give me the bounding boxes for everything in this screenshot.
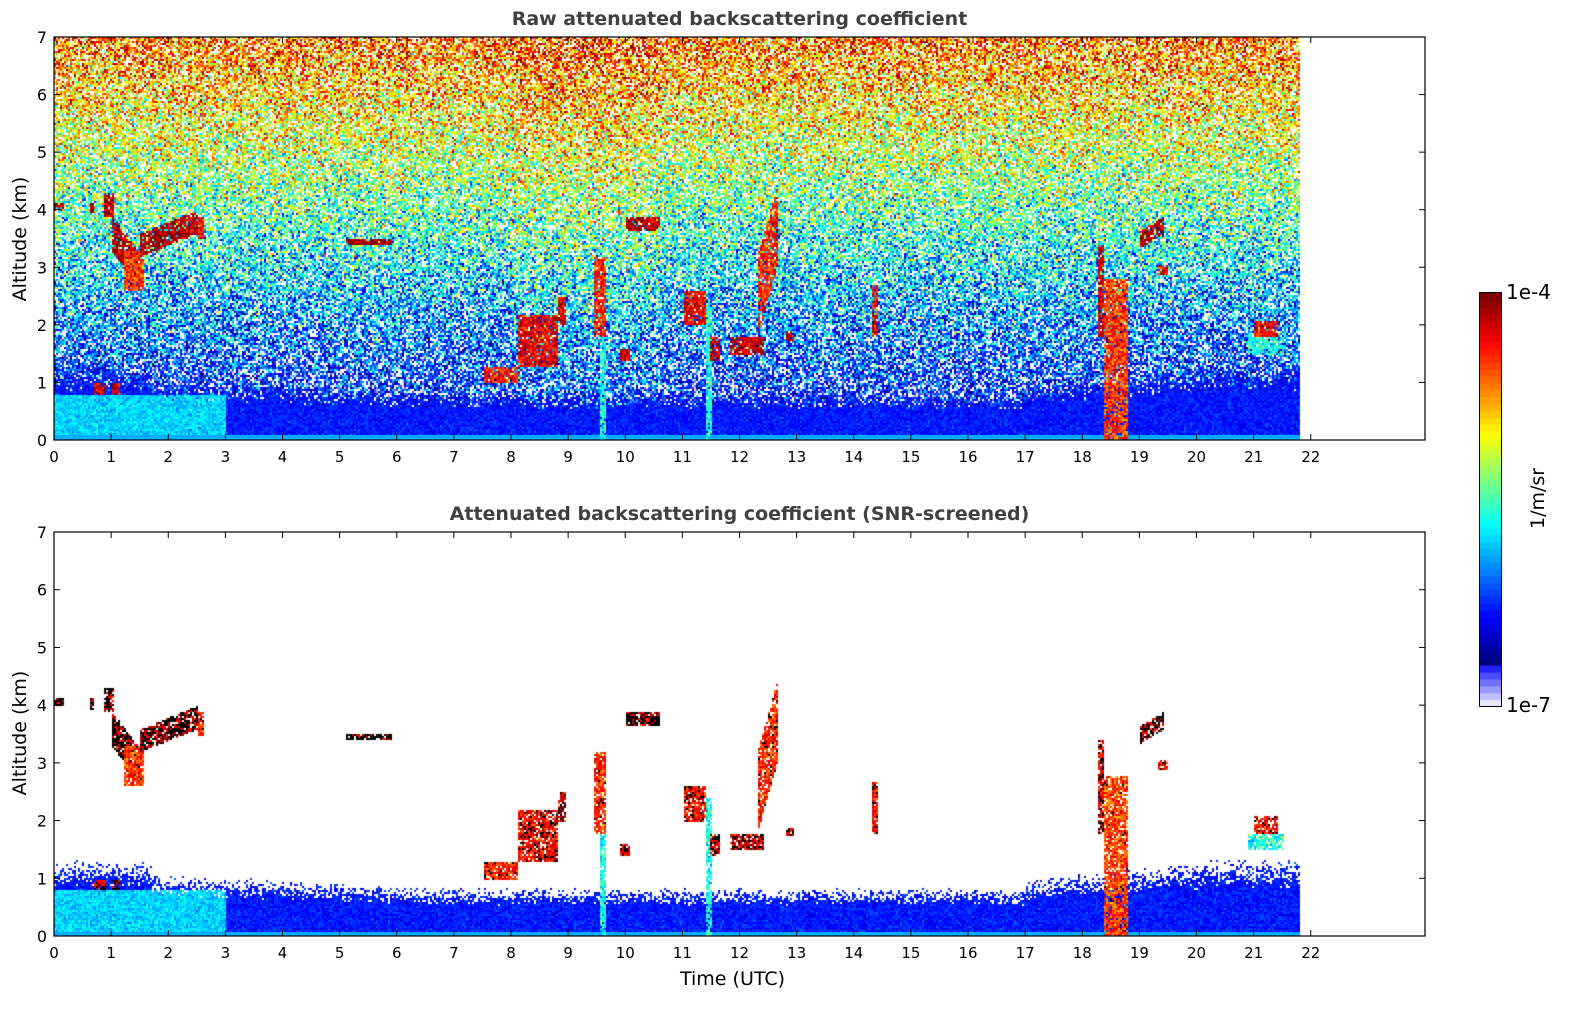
x-tick-label: 11 [673, 944, 692, 962]
x-tick-label: 12 [730, 448, 749, 466]
x-tick-label: 6 [392, 944, 402, 962]
x-tick-label: 15 [901, 944, 920, 962]
x-tick-label: 5 [335, 944, 345, 962]
y-tick-label: 1 [37, 373, 47, 392]
x-tick-label: 13 [787, 944, 806, 962]
x-tick-label: 8 [506, 944, 516, 962]
x-tick-label: 9 [563, 944, 573, 962]
x-tick-label: 18 [1073, 944, 1092, 962]
colorbar [1479, 292, 1502, 707]
x-tick-label: 5 [335, 448, 345, 466]
x-tick-label: 18 [1073, 448, 1092, 466]
x-tick-label: 19 [1130, 944, 1149, 962]
x-tick-label: 17 [1016, 448, 1035, 466]
x-tick-label: 19 [1130, 448, 1149, 466]
plot-frame [53, 531, 1426, 937]
x-tick-label: 22 [1301, 944, 1320, 962]
x-tick-label: 1 [106, 944, 116, 962]
y-tick-label: 5 [37, 143, 47, 162]
x-tick-label: 7 [449, 448, 459, 466]
top-panel-title: Raw attenuated backscattering coefficien… [511, 8, 968, 30]
y-tick-label: 4 [37, 201, 47, 220]
x-axis-label: Time (UTC) [680, 968, 786, 990]
x-tick-label: 12 [730, 944, 749, 962]
x-tick-label: 3 [221, 448, 231, 466]
x-tick-label: 10 [616, 944, 635, 962]
x-tick-label: 3 [221, 944, 231, 962]
screened-backscatter-heatmap [54, 532, 1425, 936]
y-tick-label: 2 [37, 316, 47, 335]
raw-backscatter-heatmap [54, 37, 1425, 440]
x-tick-label: 1 [106, 448, 116, 466]
x-tick-label: 20 [1187, 944, 1206, 962]
y-tick-label: 7 [37, 28, 47, 47]
x-tick-label: 17 [1016, 944, 1035, 962]
y-tick-label: 7 [37, 523, 47, 542]
x-tick-label: 2 [163, 944, 173, 962]
y-tick-label: 6 [37, 86, 47, 105]
x-tick-label: 16 [958, 944, 977, 962]
y-tick-label: 3 [37, 754, 47, 773]
x-tick-label: 21 [1244, 944, 1263, 962]
x-tick-label: 11 [673, 448, 692, 466]
x-tick-label: 4 [278, 448, 288, 466]
x-tick-label: 21 [1244, 448, 1263, 466]
colorbar-max-label: 1e-4 [1506, 280, 1551, 304]
y-tick-label: 4 [37, 696, 47, 715]
bottom-panel-title: Attenuated backscattering coefficient (S… [449, 503, 1030, 525]
x-tick-label: 15 [901, 448, 920, 466]
y-tick-label: 6 [37, 581, 47, 600]
x-tick-label: 0 [49, 944, 59, 962]
plot-frame [53, 36, 1426, 441]
x-tick-label: 6 [392, 448, 402, 466]
x-tick-label: 4 [278, 944, 288, 962]
x-tick-label: 0 [49, 448, 59, 466]
y-tick-label: 1 [37, 869, 47, 888]
x-tick-label: 22 [1301, 448, 1320, 466]
x-tick-label: 20 [1187, 448, 1206, 466]
x-tick-label: 7 [449, 944, 459, 962]
x-tick-label: 8 [506, 448, 516, 466]
y-tick-label: 3 [37, 258, 47, 277]
x-tick-label: 16 [958, 448, 977, 466]
x-tick-label: 13 [787, 448, 806, 466]
x-tick-label: 14 [844, 944, 863, 962]
y-tick-label: 0 [37, 927, 47, 946]
x-tick-label: 9 [563, 448, 573, 466]
x-tick-label: 14 [844, 448, 863, 466]
y-tick-label: 2 [37, 812, 47, 831]
y-tick-label: 0 [37, 431, 47, 450]
y-tick-label: 5 [37, 638, 47, 657]
x-tick-label: 10 [616, 448, 635, 466]
x-tick-label: 2 [163, 448, 173, 466]
colorbar-min-label: 1e-7 [1506, 693, 1551, 717]
